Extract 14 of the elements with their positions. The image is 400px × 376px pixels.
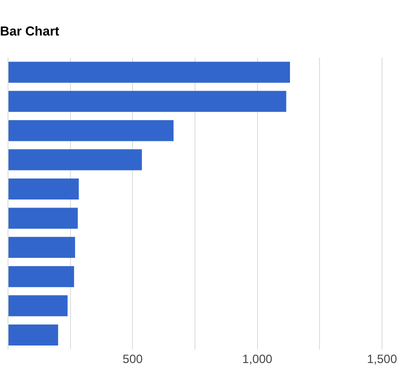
bar bbox=[8, 324, 58, 346]
bar bbox=[8, 178, 79, 200]
x-tick-label: 1,500 bbox=[366, 352, 398, 366]
bar bbox=[8, 90, 286, 112]
bar bbox=[8, 62, 290, 83]
bar bbox=[8, 149, 142, 170]
bar bbox=[8, 120, 174, 142]
x-tick-label: 1,000 bbox=[242, 352, 273, 366]
bar bbox=[8, 295, 68, 316]
bar bbox=[8, 236, 76, 258]
bar bbox=[8, 266, 74, 288]
x-tick-label: 500 bbox=[122, 352, 143, 366]
bar bbox=[8, 208, 78, 229]
chart-title: Bar Chart bbox=[0, 23, 60, 38]
